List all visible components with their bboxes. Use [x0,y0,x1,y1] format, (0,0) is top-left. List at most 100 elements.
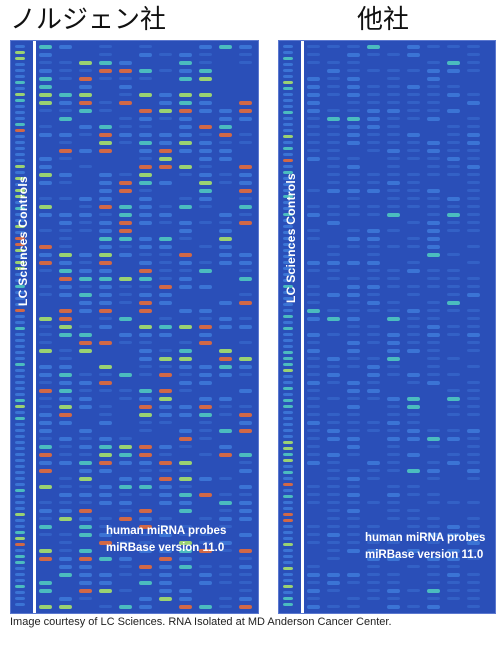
array-spot [179,165,192,169]
array-spot [79,453,92,456]
array-spot [39,53,52,57]
array-spot [39,85,52,89]
array-spot [79,277,92,281]
array-spot [367,357,380,360]
array-spot [307,405,320,408]
array-spot [307,109,320,113]
array-spot [327,605,340,608]
array-spot [367,301,380,305]
array-spot [139,53,152,57]
array-spot [139,309,152,313]
array-spot [387,501,400,504]
array-spot [387,365,400,368]
array-spot [219,325,232,329]
array-spot [367,269,380,272]
array-spot [387,229,400,232]
array-spot [283,459,293,462]
array-spot [427,309,440,312]
array-spot [59,285,72,289]
array-spot [347,205,360,208]
array-spot [159,277,172,280]
array-spot [39,517,52,520]
array-spot [387,213,400,217]
array-spot [283,573,293,576]
array-spot [179,429,192,433]
array-spot [179,253,192,257]
array-spot [219,429,232,433]
array-spot [59,397,72,401]
array-spot [467,309,480,312]
array-spot [39,261,52,265]
array-spot [219,221,232,224]
array-spot [387,93,400,96]
array-spot [15,303,25,306]
array-spot [347,533,360,536]
array-spot [159,237,172,241]
array-spot [199,437,212,440]
array-spot [159,165,172,169]
array-spot [347,501,360,504]
array-spot [447,109,460,113]
array-spot [307,301,320,304]
array-spot [427,245,440,249]
array-spot [15,249,25,252]
array-spot [79,573,92,577]
array-spot [59,109,72,112]
array-spot [15,513,25,516]
array-spot [347,109,360,112]
array-spot [347,189,360,193]
array-spot [139,69,152,73]
array-spot [119,141,132,144]
array-spot [283,567,293,570]
array-spot [427,301,440,304]
array-spot [179,445,192,448]
array-spot [15,105,25,108]
array-spot [283,225,293,228]
array-spot [139,509,152,513]
array-spot [283,135,293,138]
array-spot [99,493,112,497]
array-spot [99,109,112,112]
array-spot [119,485,132,489]
array-spot [387,125,400,128]
array-spot [39,413,52,417]
array-spot [179,229,192,233]
array-spot [307,261,320,265]
array-spot [283,549,293,552]
array-spot [119,461,132,465]
array-spot [15,453,25,456]
array-spot [327,205,340,208]
array-spot [283,591,293,594]
array-spot [119,237,132,241]
array-spot [79,133,92,136]
array-spot [119,509,132,512]
array-spot [179,149,192,153]
array-spot [99,381,112,385]
array-spot [59,325,72,329]
array-spot [387,117,400,120]
array-spot [239,501,252,505]
array-spot [283,465,293,468]
array-spot [15,99,25,102]
array-spot [119,565,132,568]
array-spot [347,181,360,184]
array-spot [387,85,400,88]
array-spot [39,549,52,553]
array-spot [79,109,92,113]
array-spot [347,445,360,449]
array-spot [239,605,252,609]
array-spot [199,157,212,161]
array-spot [99,501,112,505]
array-spot [387,589,400,593]
array-spot [219,445,232,449]
array-spot [79,293,92,297]
array-spot [159,253,172,256]
array-spot [283,309,293,312]
array-spot [283,429,293,432]
array-spot [59,277,72,281]
array-spot [327,125,340,128]
array-spot [139,581,152,585]
array-spot [407,525,420,528]
array-spot [407,269,420,273]
array-spot [119,333,132,337]
